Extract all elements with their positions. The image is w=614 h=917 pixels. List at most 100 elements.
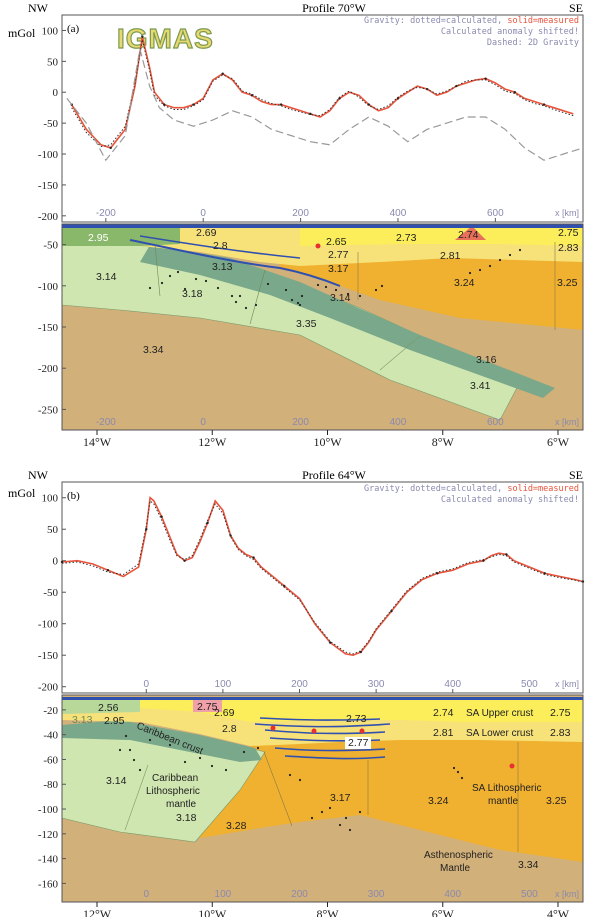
earthquake-dot — [346, 292, 350, 296]
density-label: 2.83 — [550, 727, 571, 739]
y-tick-label: -150 — [38, 650, 59, 662]
annotation-caribbean: Caribbean — [152, 773, 198, 784]
earthquake-dot — [224, 768, 228, 772]
density-label: 2.95 — [104, 715, 125, 727]
longitude-label: 10°W — [313, 435, 342, 449]
x-tick-label: 600 — [487, 208, 504, 219]
longitude-label: 12°W — [83, 907, 112, 917]
earthquake-dot — [468, 271, 472, 275]
density-label: 2.8 — [222, 723, 237, 735]
longitude-label: 8°W — [316, 907, 339, 917]
x-tick-label: 300 — [368, 889, 385, 900]
earthquake-dot — [138, 768, 142, 772]
earthquake-dot — [324, 285, 328, 289]
series-line — [71, 39, 574, 148]
interface-a1 — [129, 239, 341, 287]
earthquake-dot — [204, 279, 208, 283]
earthquake-dot — [266, 282, 270, 286]
y-tick-label: 50 — [47, 524, 59, 536]
boundary-a1 — [154, 244, 161, 297]
earthquake-dot — [316, 283, 320, 287]
earthquake-dot — [348, 828, 352, 832]
density-label: 3.17 — [328, 263, 349, 275]
earthquake-dot — [168, 274, 172, 278]
x-tick-label: 0 — [143, 679, 149, 690]
data-point — [183, 559, 186, 562]
panel-a-legend-2d: Dashed: 2D Gravity — [487, 38, 579, 48]
panel-a-title: Profile 70°W — [302, 1, 366, 15]
station-b4 — [509, 763, 515, 769]
earthquake-dot — [256, 746, 260, 750]
panel-a-legend-measured: solid=measured — [507, 16, 579, 26]
density-label: 3.13 — [72, 714, 93, 726]
boundary-a5 — [379, 335, 421, 371]
x-axis-label: x [km] — [555, 679, 579, 689]
depth-tick-label: -100 — [38, 281, 59, 293]
density-label: 2.73 — [396, 232, 417, 244]
series-line — [71, 36, 574, 149]
density-label: 2.65 — [326, 236, 347, 248]
longitude-label: 6°W — [547, 435, 570, 449]
panel-a-model — [61, 223, 584, 431]
data-point — [109, 146, 112, 150]
earthquake-dot — [160, 281, 164, 285]
longitude-label: 12°W — [198, 435, 227, 449]
panel-a-left-label: NW — [28, 1, 49, 15]
earthquake-dot — [320, 810, 324, 814]
density-label: 3.41 — [470, 380, 491, 392]
density-label: 2.81 — [433, 727, 454, 739]
data-point — [163, 103, 166, 106]
y-tick-label: -200 — [38, 682, 59, 694]
density-label: 2.69 — [196, 227, 217, 239]
density-label: 2.8 — [213, 240, 228, 252]
density-label: 3.34 — [518, 859, 539, 871]
data-point — [206, 521, 209, 525]
x-axis-label: x [km] — [555, 889, 579, 899]
caribbean-crust-a — [62, 228, 180, 246]
annotation-asthenospheric: Asthenospheric — [424, 850, 493, 861]
depth-tick-label: -60 — [43, 754, 58, 766]
data-point — [338, 97, 341, 100]
station-a — [315, 243, 321, 249]
station-b2 — [311, 728, 317, 734]
y-tick-label: 0 — [53, 556, 59, 568]
earthquakes-b — [118, 734, 464, 832]
earthquake-dot — [128, 748, 132, 752]
annotation-sa-mantle: mantle — [488, 796, 518, 807]
panel-a-label: (a) — [67, 23, 80, 35]
x-tick-label: 0 — [143, 889, 149, 900]
x-tick-label: 200 — [292, 208, 309, 219]
red-body-b — [193, 700, 222, 712]
boundary-a2 — [249, 269, 266, 325]
earthquake-dot — [508, 253, 512, 257]
y-tick-label: -100 — [38, 149, 59, 161]
earthquake-dot — [290, 298, 294, 302]
depth-tick-label: -150 — [38, 322, 59, 334]
earthquake-dot — [216, 286, 220, 290]
earthquake-dot — [358, 294, 362, 298]
data-point — [484, 77, 487, 80]
panel-a-axes: -50 -100 -150 -200 -250 -200 0 200 400 600 x [km] 1… — [38, 240, 579, 449]
data-point — [221, 72, 224, 75]
panel-b-axes: -20 -40 -60 -80 -100 -120 -140 -160 0 100 200 300 40… — [38, 705, 579, 917]
annotation-sa-lower: SA Lower crust — [466, 728, 533, 739]
panel-b-legend-calc: Gravity: dotted=calculated, — [364, 484, 507, 494]
depth-tick-label: -20 — [43, 705, 58, 717]
earthquake-dot — [460, 776, 464, 780]
boundary-b4 — [124, 764, 149, 831]
density-label: 2.74 — [458, 229, 479, 241]
density-labels-b: 2.56 2.75 2.95 2.69 2.8 2.73 2.77 2.74 2… — [72, 701, 571, 871]
x-tick-label: 400 — [444, 889, 461, 900]
series-line — [66, 48, 584, 162]
density-label: 2.56 — [98, 702, 119, 714]
earthquake-dot — [518, 248, 522, 252]
x-tick-label: 400 — [444, 679, 461, 690]
earthquake-dot — [300, 294, 304, 298]
y-tick-label: -100 — [38, 619, 59, 631]
x-tick-label: 400 — [390, 208, 407, 219]
y-tick-label: 0 — [53, 87, 59, 99]
density-label: 2.77 — [348, 737, 369, 749]
y-tick-label: -200 — [38, 211, 59, 223]
density-label: 3.14 — [106, 775, 127, 787]
